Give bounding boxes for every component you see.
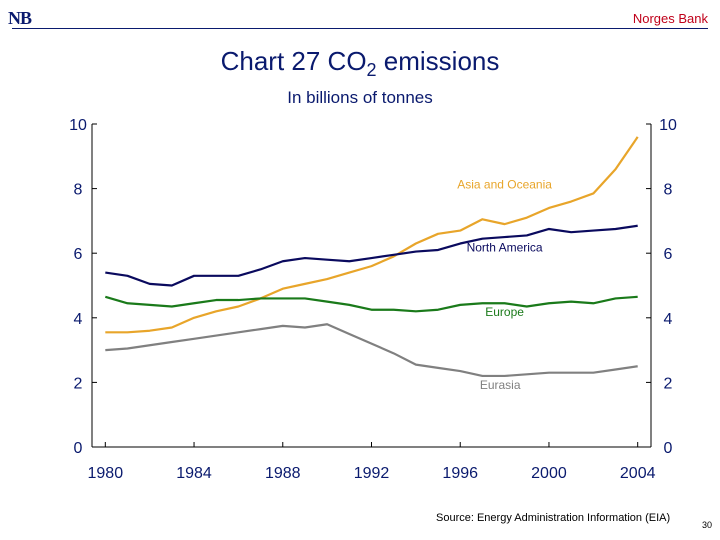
series-europe: Europe	[105, 295, 638, 319]
series-line	[105, 295, 638, 313]
series-label: Europe	[485, 305, 524, 319]
page-number: 30	[702, 520, 713, 530]
y-tick-label-left: 10	[69, 117, 87, 134]
x-tick-label: 2004	[620, 465, 656, 482]
x-tick-label: 2000	[531, 465, 567, 482]
series-north-america: North America	[105, 224, 638, 287]
x-tick-label: 1984	[176, 465, 212, 482]
source-note: Source: Energy Administration Informatio…	[436, 512, 671, 524]
y-tick-label-right: 2	[664, 375, 673, 392]
chart-title: Chart 27 CO2 emissions	[0, 46, 720, 81]
y-tick-label-right: 6	[664, 246, 673, 263]
series-label: North America	[467, 241, 543, 255]
header-divider	[12, 28, 708, 29]
title-tail: emissions	[376, 46, 500, 76]
series-eurasia: Eurasia	[105, 323, 638, 392]
series-line	[105, 136, 639, 334]
norges-bank-logo: NB	[8, 8, 32, 28]
title-subscript: 2	[366, 60, 377, 81]
series-label: Asia and Oceania	[457, 178, 552, 192]
x-tick-label: 1992	[354, 465, 390, 482]
x-tick-label: 1980	[88, 465, 124, 482]
bank-name: Norges Bank	[632, 11, 708, 26]
x-tick-label: 1988	[265, 465, 301, 482]
y-tick-label-left: 8	[74, 182, 83, 199]
y-tick-label-left: 6	[74, 246, 83, 263]
x-tick-label: 1996	[442, 465, 478, 482]
series-asia-and-oceania: Asia and Oceania	[105, 136, 639, 334]
y-tick-label-right: 4	[664, 311, 673, 328]
y-tick-label-right: 0	[664, 440, 673, 457]
series-line	[105, 323, 638, 378]
y-tick-label-left: 4	[74, 311, 83, 328]
series-line	[105, 224, 638, 287]
y-tick-label-left: 0	[74, 440, 83, 457]
y-tick-label-right: 10	[659, 117, 677, 134]
chart-subtitle: In billions of tonnes	[287, 88, 433, 107]
y-tick-label-left: 2	[74, 375, 83, 392]
title-main: Chart 27 CO	[220, 46, 367, 76]
series-label: Eurasia	[480, 378, 521, 392]
y-tick-label-right: 8	[664, 182, 673, 199]
